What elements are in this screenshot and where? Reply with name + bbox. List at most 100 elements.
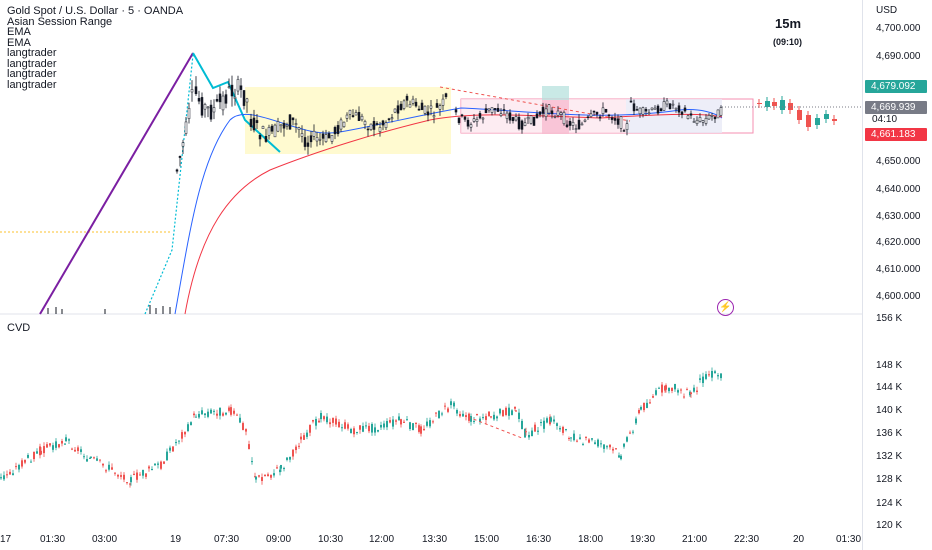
cvd-candle-body — [300, 436, 302, 440]
cvd-candle-body — [12, 473, 14, 475]
cvd-candle-body — [435, 412, 437, 414]
cvd-candle-body — [169, 447, 171, 451]
price-candle-body — [357, 112, 361, 121]
cvd-candle-body — [365, 425, 367, 427]
cvd-candle-body — [341, 427, 343, 429]
cvd-candle-body — [714, 371, 716, 374]
price-candle-body — [327, 133, 331, 139]
cvd-candle-body — [409, 422, 411, 430]
cvd-candle-body — [225, 412, 227, 415]
price-candle-body — [194, 86, 198, 95]
cvd-candle-body — [658, 387, 660, 389]
cvd-candle-body — [374, 427, 376, 433]
price-candle-body — [345, 114, 349, 119]
price-candle-body — [613, 118, 617, 121]
indicator-ema-1[interactable]: EMA — [7, 26, 31, 38]
low-level-badge: 4,661.183 — [865, 128, 927, 141]
price-candle-body — [622, 130, 626, 132]
price-candle-body — [236, 79, 240, 92]
chart-canvas[interactable] — [0, 0, 862, 550]
cvd-candle-body — [251, 461, 253, 463]
price-candle-body — [218, 93, 222, 103]
htf-candle-body — [757, 103, 762, 104]
indicator-langtrader-1[interactable]: langtrader — [7, 47, 57, 59]
price-candle-body — [583, 119, 587, 122]
cvd-candle-body — [447, 408, 449, 412]
cvd-candle-body — [383, 423, 385, 428]
lightning-icon[interactable]: ⚡ — [717, 299, 734, 316]
cvd-candle-body — [537, 430, 539, 432]
cvd-candle-body — [145, 473, 147, 477]
currency-label[interactable]: USD — [876, 5, 898, 16]
time-tick: 12:00 — [369, 534, 395, 545]
price-candle-body — [273, 124, 277, 138]
cvd-candle-body — [649, 402, 651, 404]
cvd-candle-body — [356, 431, 358, 433]
price-tick: 4,600.000 — [876, 291, 921, 302]
price-candle-body — [547, 104, 551, 114]
cvd-candle-body — [423, 428, 425, 431]
cvd-candle-body — [643, 402, 645, 411]
price-candle-body — [529, 115, 533, 124]
price-candle-body — [178, 156, 182, 158]
cvd-candle-body — [239, 417, 241, 423]
cvd-tick: 120 K — [876, 520, 903, 531]
cvd-candle-body — [276, 467, 278, 469]
indicator-langtrader-3[interactable]: langtrader — [7, 68, 57, 80]
price-candle-body — [457, 117, 461, 124]
indicator-asian-session-range[interactable]: Asian Session Range — [7, 15, 113, 28]
price-candle-body — [230, 84, 234, 97]
cvd-candle-body — [476, 413, 478, 416]
price-candle-body — [270, 125, 274, 132]
cvd-candle-body — [43, 446, 45, 454]
cvd-candle-body — [136, 472, 138, 480]
cvd-candle-body — [258, 475, 260, 477]
price-candle-body — [318, 138, 322, 141]
timeframe-label: 15m — [775, 16, 802, 31]
price-candle-body — [481, 117, 485, 120]
cvd-candle-body — [690, 392, 692, 395]
price-candle-body — [381, 120, 385, 126]
price-candle-body — [221, 95, 225, 111]
cvd-candle-body — [609, 444, 611, 448]
cvd-candle-body — [438, 410, 440, 419]
indicator-ema-2[interactable]: EMA — [7, 36, 31, 49]
symbol-title[interactable]: Gold Spot / U.S. Dollar · 5 · OANDA — [7, 5, 184, 17]
chart-area[interactable] — [0, 0, 862, 550]
htf-candle-body — [797, 110, 802, 120]
cvd-candle-body — [708, 374, 710, 376]
cvd-candle-body — [55, 441, 57, 448]
cvd-candle-body — [420, 426, 422, 434]
indicator-langtrader-2[interactable]: langtrader — [7, 57, 57, 70]
price-candle-body — [279, 124, 283, 127]
cvd-candle-body — [347, 424, 349, 429]
cvd-pane-label[interactable]: CVD — [7, 322, 31, 334]
time-tick: 09:00 — [266, 534, 292, 545]
cvd-candle-body — [99, 459, 101, 461]
price-candle-body — [619, 116, 623, 129]
cvd-candle-body — [148, 466, 150, 469]
cvd-candle-body — [540, 422, 542, 424]
price-candle-body — [233, 96, 237, 99]
cvd-candle-body — [514, 406, 516, 409]
price-candle-body — [384, 122, 388, 128]
cvd-candle-body — [353, 428, 355, 435]
indicator-langtrader-4[interactable]: langtrader — [7, 78, 57, 91]
cvd-candle-body — [603, 444, 605, 449]
cvd-candle-body — [534, 424, 536, 432]
price-candle-body — [224, 94, 228, 104]
cvd-candle-body — [0, 477, 2, 479]
price-candle-body — [242, 90, 246, 106]
cvd-candle-body — [213, 410, 215, 412]
price-candle-body — [484, 108, 488, 114]
cvd-candle-body — [350, 428, 352, 434]
cvd-candle-body — [86, 459, 88, 462]
cvd-candle-body — [198, 413, 200, 418]
cvd-tick: 140 K — [876, 405, 903, 416]
cvd-candle-body — [665, 385, 667, 390]
price-candle-body — [463, 116, 467, 120]
cvd-candle-body — [18, 464, 20, 470]
cvd-candle-body — [80, 449, 82, 452]
cvd-candle-body — [705, 374, 707, 379]
cvd-candle-body — [640, 406, 642, 410]
